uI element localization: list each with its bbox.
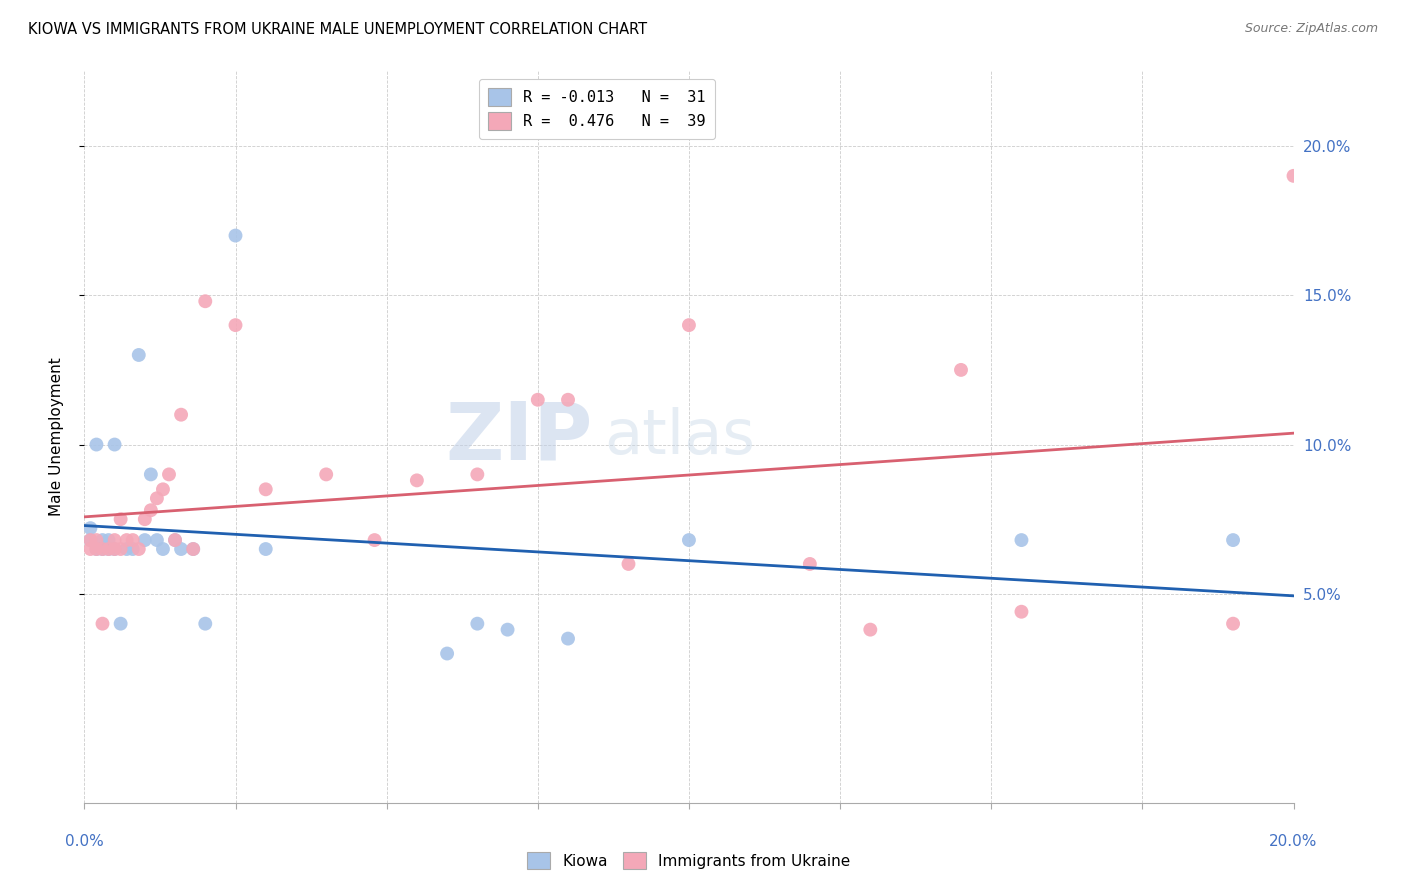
Point: [121, 542, 143, 557]
Point: [181, 542, 204, 557]
Point: [950, 363, 973, 377]
Point: [799, 557, 821, 571]
Text: Source: ZipAtlas.com: Source: ZipAtlas.com: [1244, 22, 1378, 36]
Point: [1011, 533, 1033, 547]
Point: [181, 542, 204, 557]
Point: [97, 542, 120, 557]
Point: [254, 542, 277, 557]
Point: [1282, 169, 1305, 183]
Point: [104, 542, 127, 557]
Point: [363, 533, 385, 547]
Point: [225, 318, 247, 332]
Point: [104, 437, 127, 451]
Point: [152, 542, 174, 557]
Point: [97, 542, 120, 557]
Point: [110, 512, 132, 526]
Point: [496, 623, 519, 637]
Point: [315, 467, 337, 482]
Point: [678, 533, 700, 547]
Point: [79, 533, 101, 547]
Point: [678, 318, 700, 332]
Point: [194, 294, 217, 309]
Point: [1222, 616, 1244, 631]
Point: [1222, 533, 1244, 547]
Point: [557, 632, 579, 646]
Point: [86, 542, 108, 557]
Text: 20.0%: 20.0%: [1270, 834, 1317, 849]
Point: [91, 616, 114, 631]
Point: [467, 467, 489, 482]
Point: [165, 533, 187, 547]
Point: [617, 557, 640, 571]
Point: [115, 542, 138, 557]
Point: [128, 348, 150, 362]
Point: [79, 533, 101, 547]
Point: [194, 616, 217, 631]
Point: [104, 542, 127, 557]
Point: [146, 491, 169, 506]
Point: [254, 483, 277, 497]
Text: ZIP: ZIP: [444, 398, 592, 476]
Point: [157, 467, 180, 482]
Point: [110, 616, 132, 631]
Point: [97, 533, 120, 547]
Point: [139, 503, 162, 517]
Point: [406, 474, 429, 488]
Point: [110, 542, 132, 557]
Legend: R = -0.013   N =  31, R =  0.476   N =  39: R = -0.013 N = 31, R = 0.476 N = 39: [479, 79, 714, 139]
Point: [152, 483, 174, 497]
Point: [225, 228, 247, 243]
Point: [86, 542, 108, 557]
Point: [467, 616, 489, 631]
Y-axis label: Male Unemployment: Male Unemployment: [49, 358, 63, 516]
Point: [91, 542, 114, 557]
Legend: Kiowa, Immigrants from Ukraine: Kiowa, Immigrants from Ukraine: [522, 846, 856, 875]
Text: KIOWA VS IMMIGRANTS FROM UKRAINE MALE UNEMPLOYMENT CORRELATION CHART: KIOWA VS IMMIGRANTS FROM UKRAINE MALE UN…: [28, 22, 647, 37]
Point: [1011, 605, 1033, 619]
Point: [170, 408, 193, 422]
Point: [79, 521, 101, 535]
Point: [121, 533, 143, 547]
Point: [134, 512, 156, 526]
Text: atlas: atlas: [605, 407, 755, 467]
Point: [859, 623, 882, 637]
Point: [165, 533, 187, 547]
Point: [104, 533, 127, 547]
Point: [170, 542, 193, 557]
Point: [86, 533, 108, 547]
Point: [128, 542, 150, 557]
Point: [139, 467, 162, 482]
Point: [115, 533, 138, 547]
Point: [146, 533, 169, 547]
Text: 0.0%: 0.0%: [65, 834, 104, 849]
Point: [134, 533, 156, 547]
Point: [557, 392, 579, 407]
Point: [91, 542, 114, 557]
Point: [91, 533, 114, 547]
Point: [436, 647, 458, 661]
Point: [86, 437, 108, 451]
Point: [527, 392, 550, 407]
Point: [79, 542, 101, 557]
